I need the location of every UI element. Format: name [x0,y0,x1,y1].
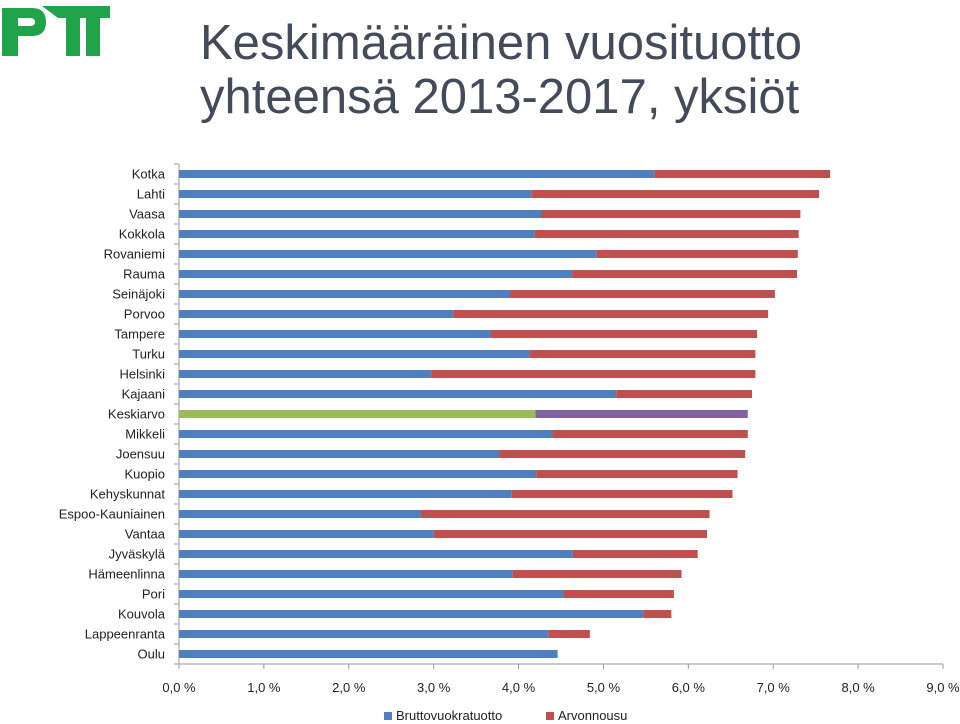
category-label: Kokkola [119,227,166,242]
bar-arvonnousu [534,230,799,238]
x-tick-label: 3,0 % [417,680,451,695]
bar-arvonnousu [563,590,674,598]
bar-bruttovuokratuotto [179,310,454,318]
category-label: Rauma [123,267,166,282]
bar-bruttovuokratuotto [179,350,530,358]
x-tick-label: 2,0 % [332,680,366,695]
chart-title-line2: yhteensä 2013-2017, yksiöt [200,70,800,124]
bar-bruttovuokratuotto [179,290,511,298]
bar-bruttovuokratuotto [179,570,513,578]
category-labels: Kotka Lahti Vaasa Kokkola Rovaniemi Rauma Sein… [59,167,166,662]
bar-bruttovuokratuotto [179,410,536,418]
category-label: Turku [132,347,165,362]
category-label: Kehyskunnat [90,487,166,502]
x-tick-label: 6,0 % [672,680,706,695]
bar-bruttovuokratuotto [179,210,542,218]
bar-arvonnousu [512,570,682,578]
x-tick-label: 5,0 % [587,680,621,695]
bar-arvonnousu [572,550,698,558]
category-label: Oulu [138,647,165,662]
bar-arvonnousu [490,330,758,338]
bar-bruttovuokratuotto [179,630,549,638]
category-label: Vantaa [125,527,166,542]
bar-bruttovuokratuotto [179,370,432,378]
bar-bruttovuokratuotto [179,270,573,278]
bar-arvonnousu [616,390,752,398]
bar-bruttovuokratuotto [179,510,421,518]
legend-label: Bruttovuokratuotto [396,708,502,723]
bars [179,170,831,658]
category-label: Keskiarvo [108,407,165,422]
bar-arvonnousu [552,430,748,438]
category-label: Joensuu [116,447,165,462]
bar-arvonnousu [535,410,748,418]
category-label: Helsinki [119,367,165,382]
bar-bruttovuokratuotto [179,650,558,658]
bar-arvonnousu [453,310,769,318]
bar-arvonnousu [541,210,801,218]
bar-arvonnousu [431,370,756,378]
x-tick-label: 0,0 % [162,680,196,695]
bar-bruttovuokratuotto [179,470,537,478]
bar-bruttovuokratuotto [179,610,644,618]
bar-bruttovuokratuotto [179,450,500,458]
x-tick-label: 9,0 % [926,680,960,695]
x-tick-label: 7,0 % [757,680,791,695]
bar-bruttovuokratuotto [179,550,573,558]
bar-arvonnousu [596,250,798,258]
category-label: Hämeenlinna [88,567,165,582]
x-tick-label: 8,0 % [841,680,875,695]
bar-bruttovuokratuotto [179,390,617,398]
bar-bruttovuokratuotto [179,190,532,198]
category-label: Lahti [137,187,165,202]
bar-bruttovuokratuotto [179,250,597,258]
x-tick-labels: 0,0 % 1,0 % 2,0 % 3,0 % 4,0 % 5,0 % 6,0 % 7,0 %… [162,680,960,695]
bar-arvonnousu [536,470,738,478]
bar-arvonnousu [510,290,775,298]
bar-bruttovuokratuotto [179,530,434,538]
bar-bruttovuokratuotto [179,430,553,438]
bar-arvonnousu [548,630,590,638]
bar-arvonnousu [529,350,756,358]
bar-bruttovuokratuotto [179,230,535,238]
bar-arvonnousu [654,170,831,178]
category-label: Jyväskylä [109,547,166,562]
bar-bruttovuokratuotto [179,490,512,498]
bar-bruttovuokratuotto [179,330,491,338]
bar-arvonnousu [572,270,797,278]
category-label: Espoo-Kauniainen [59,507,165,522]
category-label: Pori [142,587,165,602]
category-label: Porvoo [124,307,165,322]
category-label: Kuopio [125,467,165,482]
category-label: Rovaniemi [104,247,166,262]
bar-arvonnousu [643,610,672,618]
bar-arvonnousu [420,510,710,518]
category-label: Kajaani [122,387,165,402]
bar-arvonnousu [511,490,733,498]
x-tick-label: 4,0 % [502,680,536,695]
bar-arvonnousu [499,450,746,458]
category-label: Kotka [132,167,166,182]
chart-title: Keskimääräinen vuosituotto yhteensä 2013… [200,16,950,124]
ptt-logo [2,6,110,56]
category-label: Tampere [114,327,165,342]
category-label: Lappeenranta [85,627,166,642]
ptt-logo-mark [2,6,110,56]
legend-swatch [546,712,554,720]
bar-arvonnousu [433,530,708,538]
bar-bruttovuokratuotto [179,170,655,178]
bar-arvonnousu [531,190,820,198]
chart-title-line1: Keskimääräinen vuosituotto [200,16,802,70]
legend-label: Arvonnousu [558,708,627,723]
category-label: Seinäjoki [112,287,165,302]
category-label: Kouvola [118,607,166,622]
bar-bruttovuokratuotto [179,590,564,598]
legend: Bruttovuokratuotto Arvonnousu [384,708,627,723]
legend-swatch [384,712,392,720]
x-tick-label: 1,0 % [247,680,281,695]
category-label: Mikkeli [125,427,165,442]
category-label: Vaasa [129,207,166,222]
